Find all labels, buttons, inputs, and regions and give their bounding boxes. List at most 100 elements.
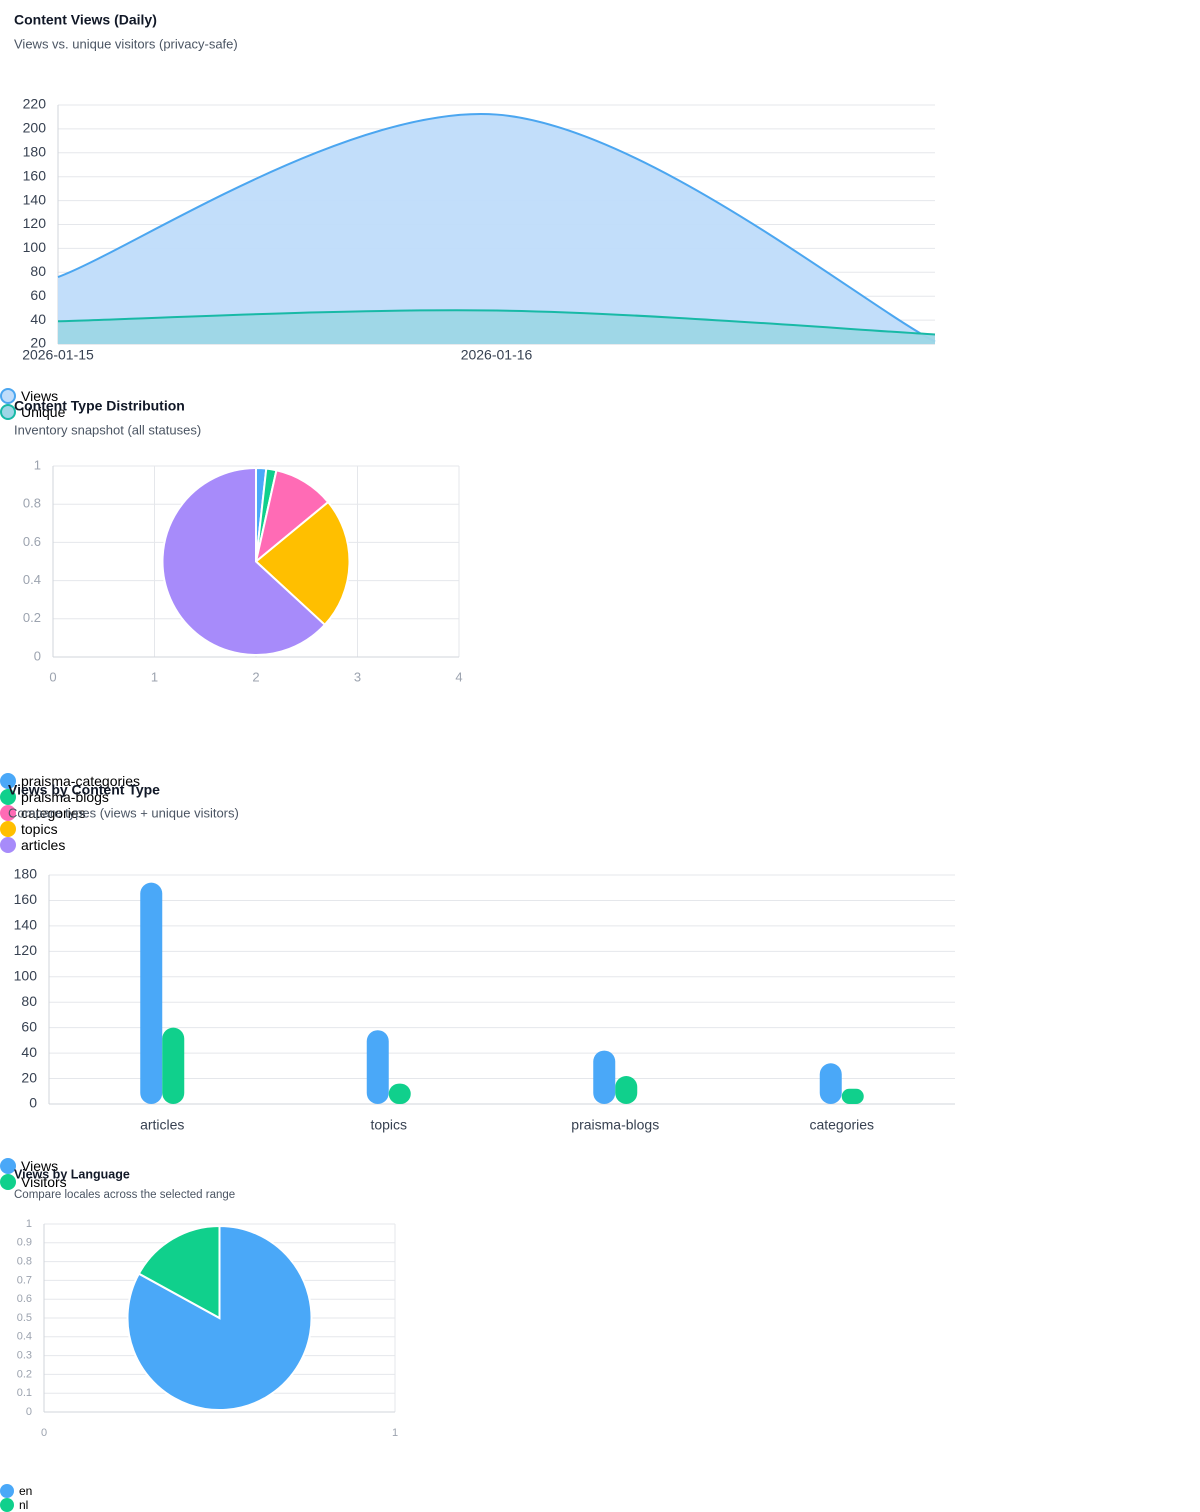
area [58, 113, 935, 344]
legend-item[interactable]: praisma-blogs [0, 789, 440, 805]
y-tick-label: 40 [21, 1044, 37, 1060]
legend-swatch [0, 821, 16, 837]
chart-title: Views by Content Type [8, 782, 160, 798]
bar [841, 1088, 864, 1104]
chart-title: Content Views (Daily) [14, 12, 157, 28]
bar [366, 1030, 389, 1104]
x-tick-label: 4 [455, 669, 462, 684]
x-tick-label: 2026-01-16 [461, 347, 533, 363]
chart: Views by Language Compare locales across … [14, 1167, 398, 1439]
y-tick-label: 160 [23, 167, 47, 183]
legend-swatch [0, 1484, 14, 1498]
y-tick-label: 180 [14, 866, 38, 882]
y-tick-label: 140 [14, 917, 38, 933]
y-tick-label: 20 [21, 1069, 37, 1085]
y-tick-label: 1 [34, 457, 41, 472]
y-tick-label: 0.3 [17, 1350, 32, 1362]
x-tick-label: topics [370, 1117, 407, 1133]
y-tick-label: 60 [21, 1018, 37, 1034]
y-tick-label: 60 [30, 287, 46, 303]
y-tick-label: 80 [21, 993, 37, 1009]
chart: Views by Content Type Compare types (view… [8, 782, 955, 1133]
bar [615, 1076, 638, 1104]
legend-label: praisma-categories [21, 773, 141, 789]
legend-swatch [0, 773, 16, 789]
line [57, 309, 936, 336]
chart-card: Content Type Distribution Inventory snaps… [0, 383, 486, 853]
y-tick-label: 220 [23, 96, 47, 112]
y-tick-label: 20 [30, 335, 46, 351]
legend-item[interactable]: en [0, 1484, 408, 1498]
y-tick-label: 0.7 [17, 1274, 32, 1286]
y-tick-label: 140 [23, 191, 47, 207]
y-tick-label: 0.1 [17, 1387, 32, 1399]
y-tick-label: 200 [23, 120, 47, 136]
bar [593, 1050, 616, 1104]
legend: praisma-categories praisma-blogs categorie… [0, 773, 440, 853]
y-tick-label: 180 [23, 144, 47, 160]
legend-item[interactable]: categories [0, 805, 440, 821]
bar [140, 882, 163, 1104]
legend: Views Unique [0, 388, 990, 420]
legend-label: Unique [21, 404, 66, 420]
x-tick-label: 2026-01-15 [22, 347, 94, 363]
bar [162, 1027, 185, 1104]
chart-subtitle: Compare types (views + unique visitors) [8, 805, 239, 820]
y-tick-label: 0.4 [17, 1331, 32, 1343]
y-tick-label: 0.2 [17, 1368, 32, 1380]
area [58, 310, 935, 344]
legend-item[interactable]: praisma-categories [0, 773, 440, 789]
legend-label: nl [19, 1498, 29, 1512]
bar [819, 1063, 842, 1104]
legend-swatch [0, 837, 16, 853]
page: {"chart_data": [ {"type": "line", "title… [0, 11, 990, 1512]
legend-item[interactable]: topics [0, 821, 440, 837]
legend-item[interactable]: nl [0, 1498, 408, 1512]
legend-swatch [0, 388, 16, 404]
legend-swatch [0, 805, 16, 821]
y-tick-label: 0.8 [17, 1256, 32, 1268]
y-tick-label: 100 [23, 239, 47, 255]
y-tick-label: 0 [29, 1095, 37, 1111]
x-tick-label: 0 [41, 1427, 47, 1439]
y-tick-label: 0.2 [23, 610, 41, 625]
y-tick-label: 100 [14, 967, 38, 983]
y-tick-label: 0.4 [23, 572, 41, 587]
y-tick-label: 0.6 [23, 534, 41, 549]
x-tick-label: 1 [151, 669, 158, 684]
chart-card: Views by Language Compare locales across … [0, 1153, 408, 1512]
y-tick-label: 1 [26, 1218, 32, 1230]
x-tick-label: categories [809, 1117, 874, 1133]
chart-card: Views by Content Type Compare types (view… [0, 768, 955, 1190]
y-tick-label: 160 [14, 891, 38, 907]
legend-label: Views [21, 388, 59, 404]
legend-label: articles [21, 837, 66, 853]
legend-label: en [19, 1484, 33, 1498]
chart-subtitle: Compare locales across the selected rang… [14, 1189, 235, 1201]
y-tick-label: 0.6 [17, 1293, 32, 1305]
y-tick-label: 0 [26, 1406, 32, 1418]
bar [388, 1083, 411, 1104]
legend-swatch [0, 1498, 14, 1512]
y-tick-label: 120 [23, 215, 47, 231]
y-tick-label: 80 [30, 263, 46, 279]
line [57, 113, 936, 343]
legend-label: topics [21, 821, 58, 837]
x-tick-label: 1 [392, 1427, 398, 1439]
legend-label: praisma-blogs [21, 789, 109, 805]
legend-label: categories [21, 805, 86, 821]
chart-title: Views by Language [14, 1167, 130, 1181]
chart-subtitle: Views vs. unique visitors (privacy-safe) [14, 36, 238, 51]
y-tick-label: 0.8 [23, 496, 41, 511]
legend-item[interactable]: Unique [0, 404, 990, 420]
x-tick-label: 0 [49, 669, 56, 684]
legend-item[interactable]: articles [0, 837, 440, 853]
chart: Content Views (Daily) Views vs. unique vi… [14, 12, 936, 363]
x-tick-label: 3 [354, 669, 361, 684]
y-tick-label: 0 [34, 648, 41, 663]
y-tick-label: 0.9 [17, 1237, 32, 1249]
legend: en nl [0, 1484, 408, 1512]
legend-item[interactable]: Views [0, 388, 990, 404]
chart: Content Type Distribution Inventory snaps… [14, 398, 463, 685]
x-tick-label: praisma-blogs [571, 1117, 659, 1133]
